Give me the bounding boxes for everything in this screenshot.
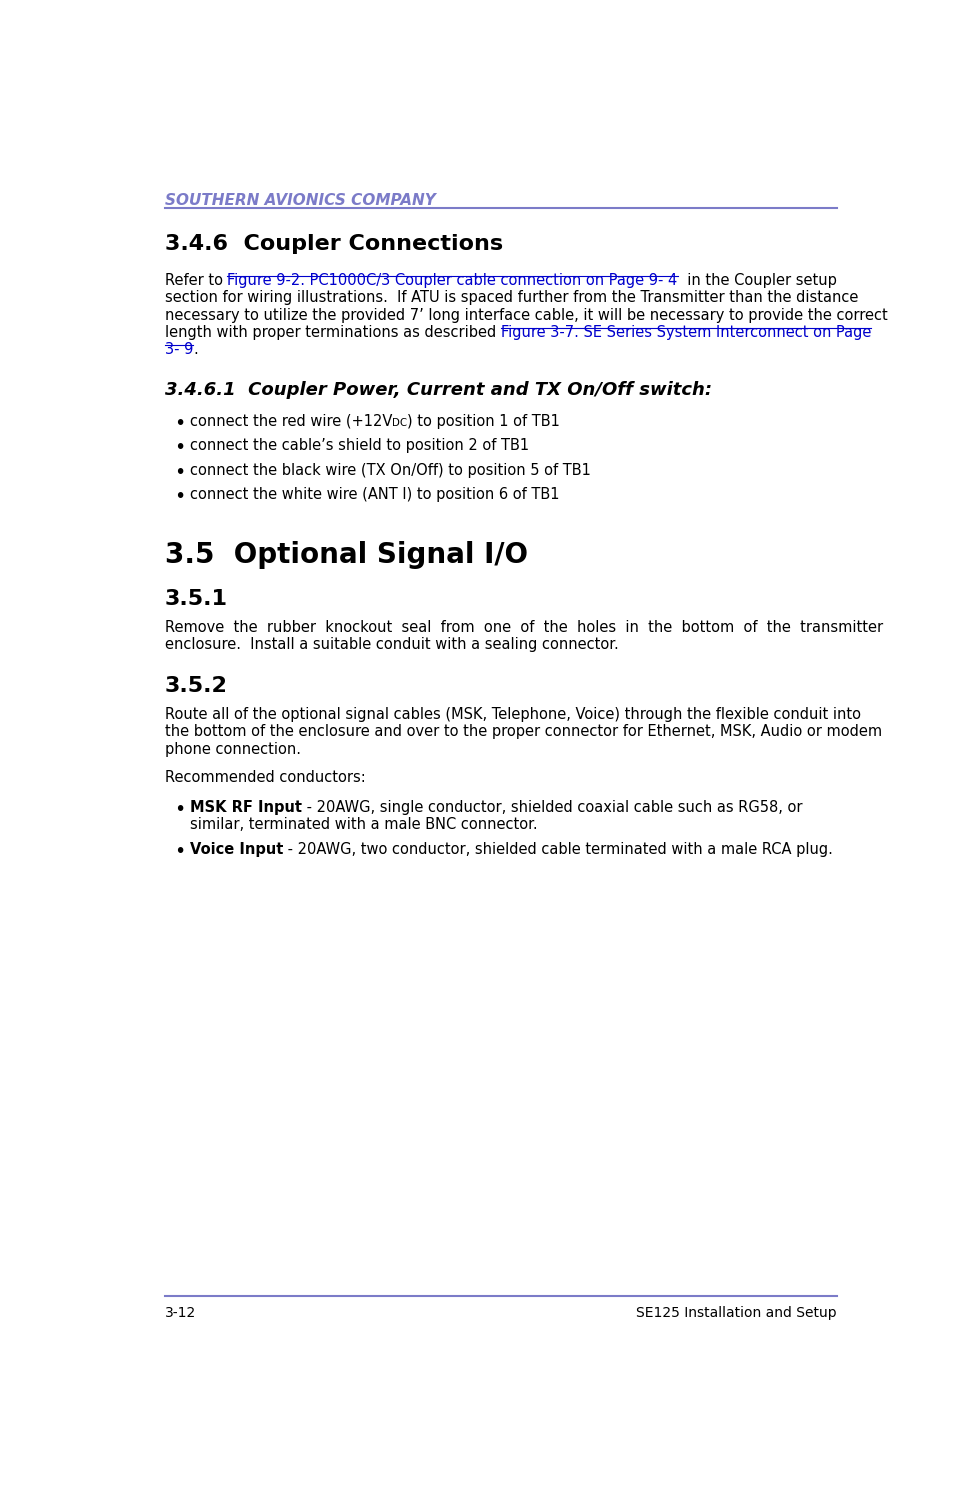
Text: Remove  the  rubber  knockout  seal  from  one  of  the  holes  in  the  bottom : Remove the rubber knockout seal from one…: [165, 619, 883, 636]
Text: connect the cable’s shield to position 2 of TB1: connect the cable’s shield to position 2…: [190, 439, 529, 454]
Text: 3-12: 3-12: [165, 1307, 196, 1320]
Text: - 20AWG, single conductor, shielded coaxial cable such as RG58, or: - 20AWG, single conductor, shielded coax…: [302, 800, 802, 815]
Text: •: •: [174, 488, 186, 506]
Text: Figure 9-2. PC1000C/3 Coupler cable connection on Page 9- 4: Figure 9-2. PC1000C/3 Coupler cable conn…: [228, 273, 678, 288]
Text: necessary to utilize the provided 7’ long interface cable, it will be necessary : necessary to utilize the provided 7’ lon…: [165, 307, 887, 322]
Text: the bottom of the enclosure and over to the proper connector for Ethernet, MSK, : the bottom of the enclosure and over to …: [165, 724, 882, 739]
Text: 3- 9: 3- 9: [165, 342, 193, 357]
Text: enclosure.  Install a suitable conduit with a sealing connector.: enclosure. Install a suitable conduit wi…: [165, 637, 618, 652]
Text: DC: DC: [392, 418, 407, 428]
Text: •: •: [174, 439, 186, 457]
Text: •: •: [174, 800, 186, 819]
Text: in the Coupler setup: in the Coupler setup: [678, 273, 836, 288]
Text: •: •: [174, 413, 186, 433]
Text: ) to position 1 of TB1: ) to position 1 of TB1: [407, 413, 560, 428]
Text: SOUTHERN AVIONICS COMPANY: SOUTHERN AVIONICS COMPANY: [165, 192, 436, 207]
Text: SE125 Installation and Setup: SE125 Installation and Setup: [636, 1307, 836, 1320]
Text: 3.4.6.1  Coupler Power, Current and TX On/Off switch:: 3.4.6.1 Coupler Power, Current and TX On…: [165, 380, 712, 400]
Text: •: •: [174, 841, 186, 861]
Text: Route all of the optional signal cables (MSK, Telephone, Voice) through the flex: Route all of the optional signal cables …: [165, 707, 861, 722]
Text: 3.5.2: 3.5.2: [165, 676, 228, 697]
Text: section for wiring illustrations.  If ATU is spaced further from the Transmitter: section for wiring illustrations. If ATU…: [165, 291, 858, 306]
Text: Recommended conductors:: Recommended conductors:: [165, 770, 365, 785]
Text: phone connection.: phone connection.: [165, 742, 301, 756]
Text: MSK RF Input: MSK RF Input: [190, 800, 302, 815]
Text: 3.4.6  Coupler Connections: 3.4.6 Coupler Connections: [165, 234, 503, 255]
Text: .: .: [193, 342, 198, 357]
Text: connect the red wire (+12V: connect the red wire (+12V: [190, 413, 392, 428]
Text: •: •: [174, 463, 186, 482]
Text: similar, terminated with a male BNC connector.: similar, terminated with a male BNC conn…: [190, 818, 537, 833]
Text: 3.5.1: 3.5.1: [165, 589, 228, 609]
Text: Refer to: Refer to: [165, 273, 228, 288]
Text: length with proper terminations as described: length with proper terminations as descr…: [165, 325, 500, 340]
Text: connect the white wire (ANT I) to position 6 of TB1: connect the white wire (ANT I) to positi…: [190, 488, 559, 503]
Text: connect the black wire (TX On/Off) to position 5 of TB1: connect the black wire (TX On/Off) to po…: [190, 463, 590, 477]
Text: Voice Input: Voice Input: [190, 841, 283, 856]
Text: 3.5  Optional Signal I/O: 3.5 Optional Signal I/O: [165, 542, 528, 570]
Text: - 20AWG, two conductor, shielded cable terminated with a male RCA plug.: - 20AWG, two conductor, shielded cable t…: [283, 841, 832, 856]
Text: Figure 3-7. SE Series System Interconnect on Page: Figure 3-7. SE Series System Interconnec…: [500, 325, 871, 340]
